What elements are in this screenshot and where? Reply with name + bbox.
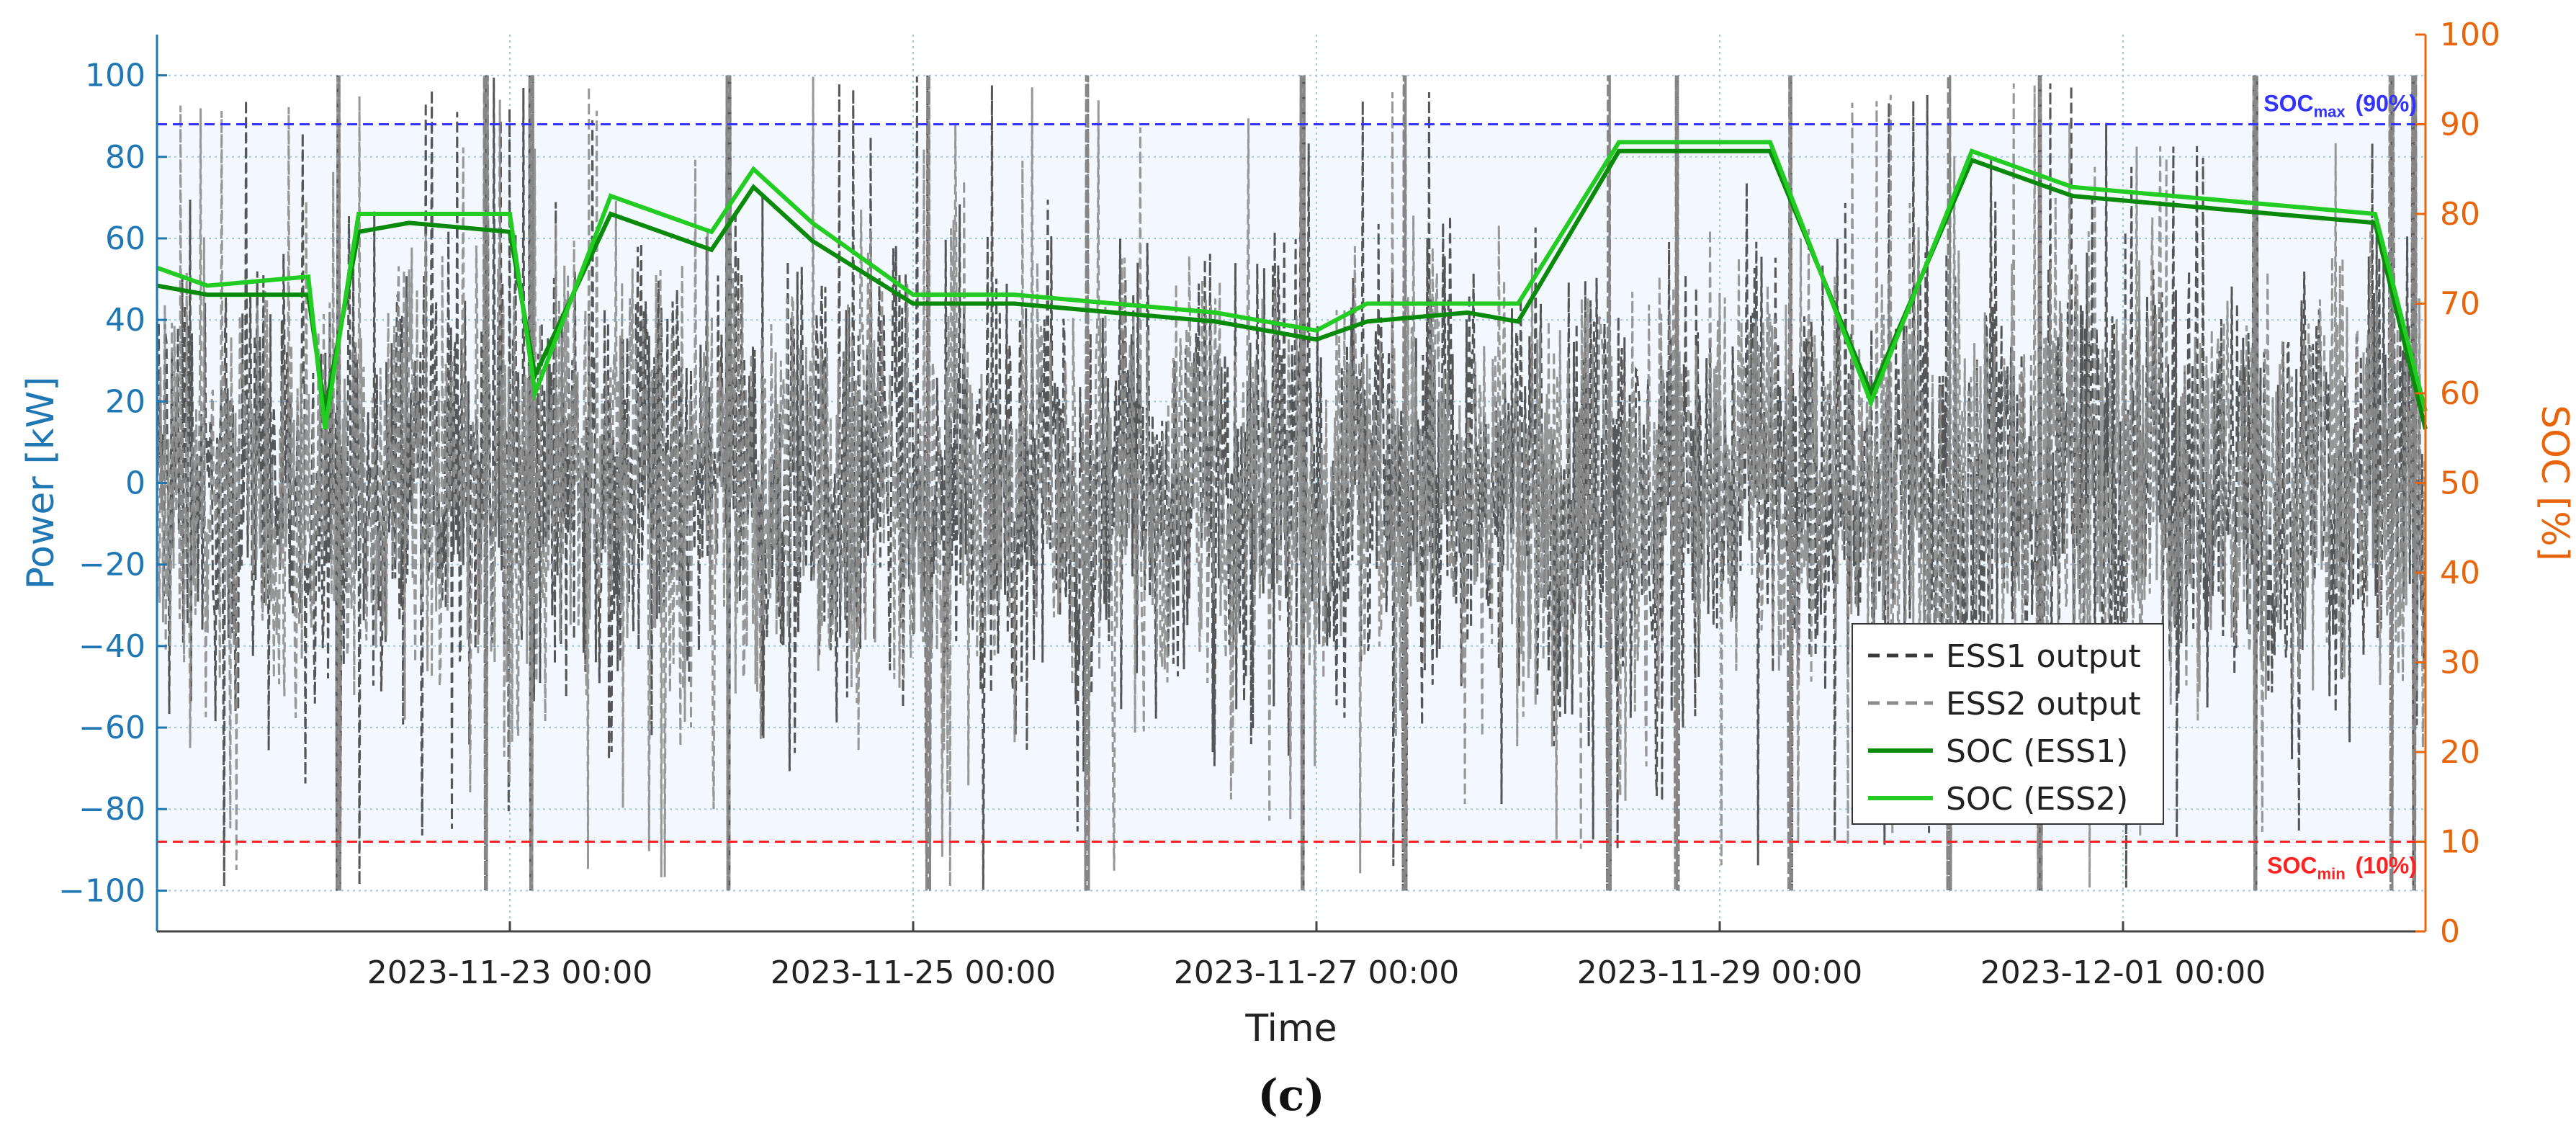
axes: −100 −80 −60 −40 −20 0 20 40 60 80 100 0 10 20 30 40 50 6…: [58, 17, 2500, 991]
left-tick-label: 0: [125, 465, 145, 502]
soc-label-sub: min: [2317, 865, 2346, 883]
soc-label-value: (10%): [2356, 853, 2417, 879]
soc-series: [156, 140, 2428, 430]
legend-label: ESS1 output: [1946, 638, 2141, 675]
x-tick-label: 2023-12-01 00:00: [1980, 954, 2266, 991]
right-tick-label: 50: [2440, 465, 2480, 502]
legend-box: [1852, 623, 2164, 825]
soc-label-main: SOC: [2267, 853, 2317, 879]
left-axis-title: Power [kW]: [19, 377, 63, 590]
legend-label: ESS2 output: [1946, 686, 2141, 722]
left-tick-label: 20: [105, 383, 145, 420]
left-tick-label: −80: [78, 791, 145, 828]
soc-limit-lines: SOCmax (90%)SOCmin (10%): [157, 91, 2425, 883]
right-tick-label: 30: [2440, 645, 2480, 681]
left-tick-label: 60: [105, 220, 145, 257]
right-tick-label: 20: [2440, 734, 2480, 771]
soc-line-ess1: [156, 148, 2428, 430]
right-tick-label: 70: [2440, 286, 2480, 323]
soc-line-ess2: [156, 140, 2428, 430]
left-tick-label: −20: [78, 547, 145, 583]
legend-label: SOC (ESS2): [1946, 781, 2128, 818]
left-tick-label: −100: [58, 872, 145, 909]
x-axis-title: Time: [1244, 1007, 1337, 1050]
soc-min-label: SOCmin (10%): [2267, 853, 2417, 883]
panel-label: (c): [1257, 1070, 1324, 1121]
soc-label-value: (90%): [2356, 91, 2417, 117]
soc-label-main: SOC: [2263, 91, 2313, 117]
right-tick-label: 80: [2440, 196, 2480, 233]
left-tick-label: −60: [78, 710, 145, 746]
x-tick-label: 2023-11-25 00:00: [771, 954, 1056, 991]
soc-max-label: SOCmax (90%): [2263, 91, 2417, 121]
left-tick-label: −40: [78, 628, 145, 665]
legend-label: SOC (ESS1): [1946, 733, 2128, 770]
right-axis-title: SOC [%]: [2533, 405, 2576, 561]
right-tick-label: 40: [2440, 555, 2480, 591]
legend: ESS1 output ESS2 output SOC (ESS1) SOC (ESS…: [1852, 623, 2164, 825]
left-tick-label: 100: [85, 58, 145, 94]
left-tick-label: 80: [105, 139, 145, 176]
right-tick-label: 100: [2440, 17, 2500, 53]
soc-label-sub: max: [2314, 103, 2346, 121]
left-tick-label: 40: [105, 302, 145, 339]
right-tick-label: 0: [2440, 913, 2460, 950]
x-tick-label: 2023-11-29 00:00: [1577, 954, 1863, 991]
x-tick-label: 2023-11-27 00:00: [1174, 954, 1460, 991]
x-tick-label: 2023-11-23 00:00: [367, 954, 653, 991]
right-tick-label: 90: [2440, 107, 2480, 143]
right-tick-label: 60: [2440, 375, 2480, 412]
right-tick-label: 10: [2440, 824, 2480, 861]
